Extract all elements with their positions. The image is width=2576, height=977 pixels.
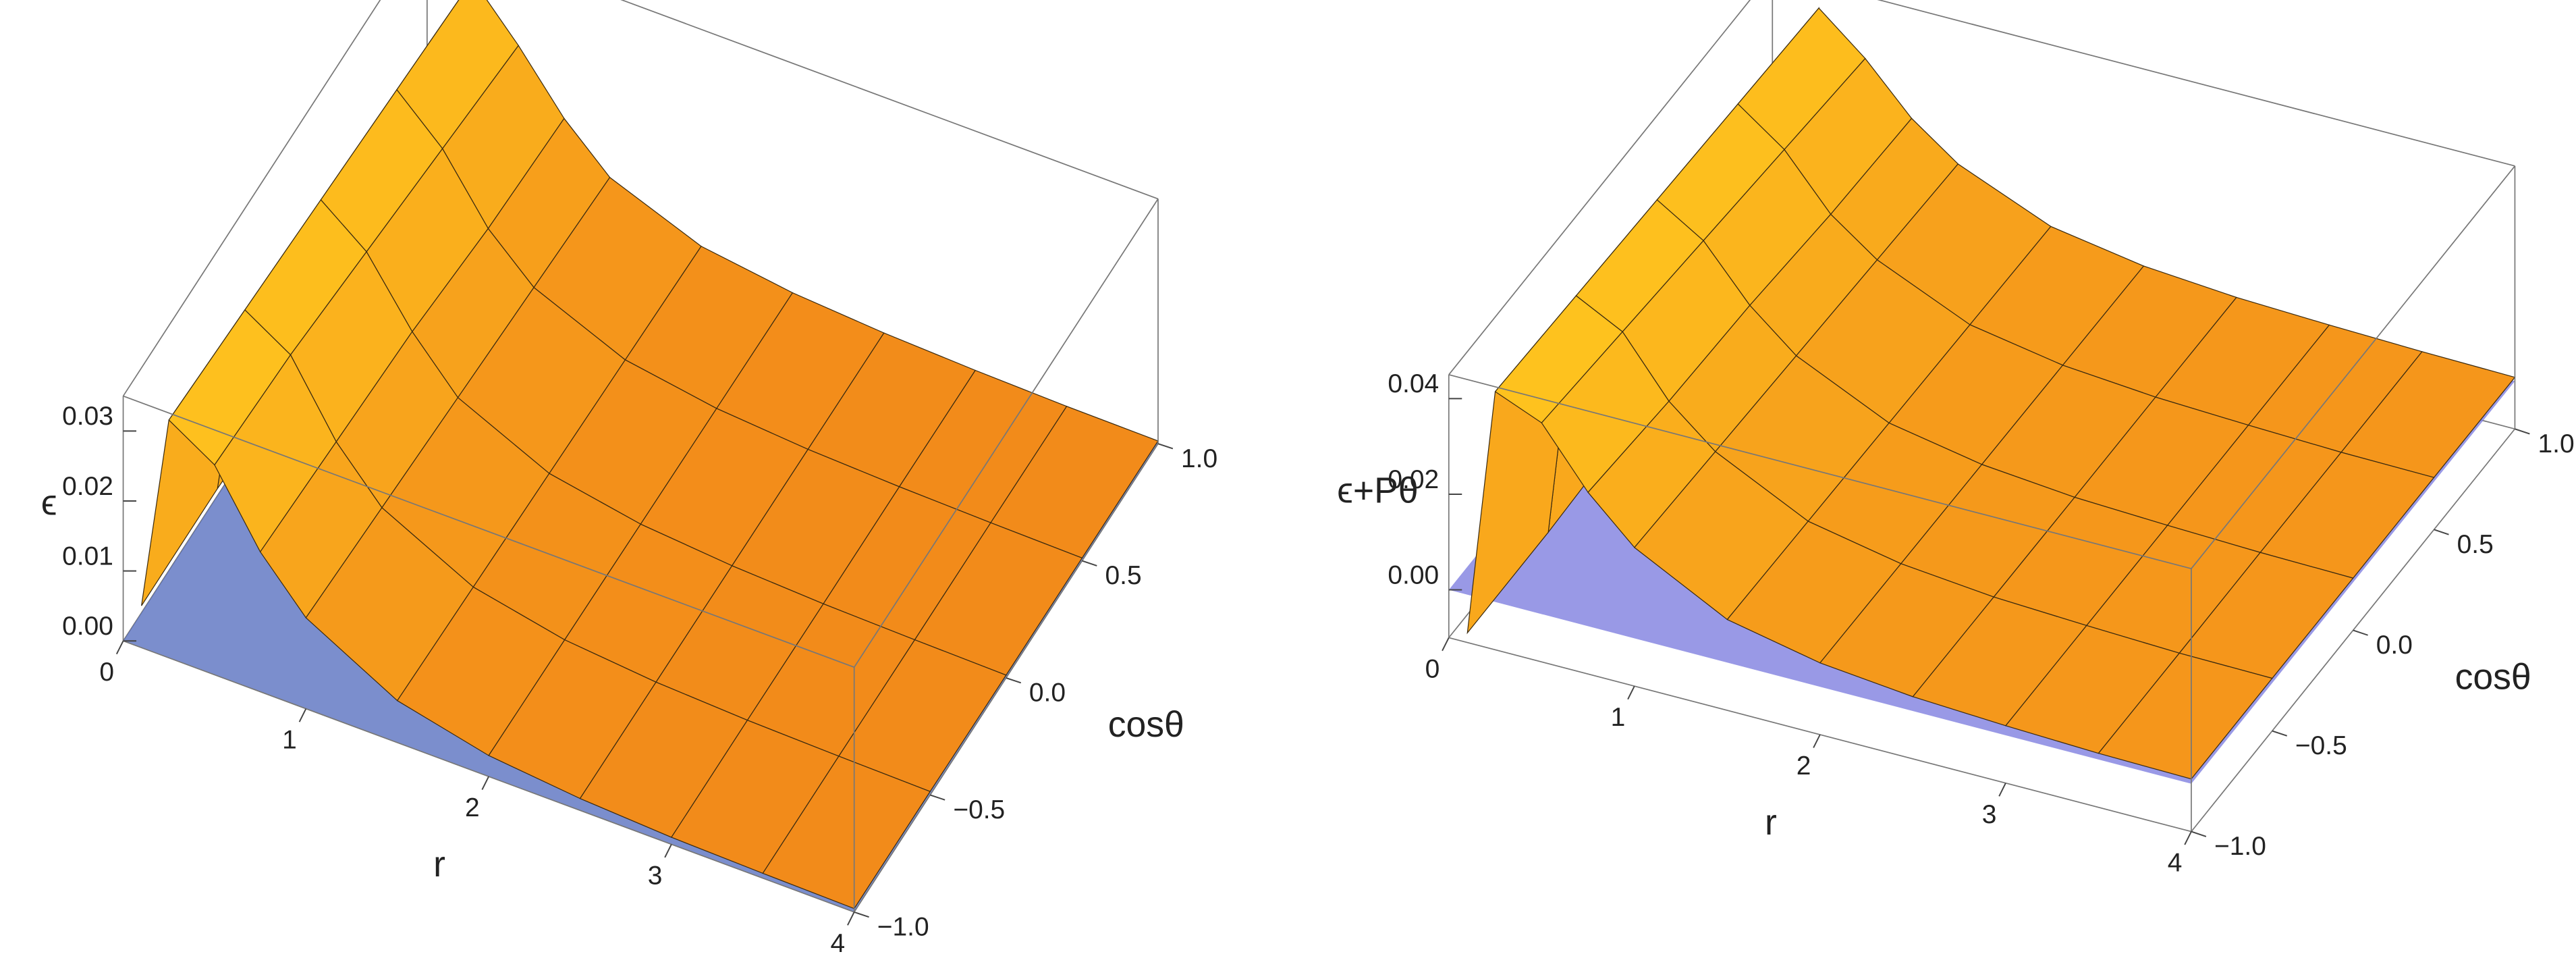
x-axis-title: r — [433, 845, 445, 884]
z-tick-label: 0.00 — [62, 612, 113, 641]
y-tick — [2272, 730, 2288, 737]
y-tick-label: −1.0 — [2214, 832, 2266, 861]
y-tick-label: 0.5 — [2457, 530, 2494, 559]
y-tick — [854, 911, 869, 918]
y-tick — [2434, 529, 2449, 535]
x-axis-title: r — [1765, 803, 1777, 843]
box-edge — [123, 395, 854, 668]
x-tick — [1627, 685, 1635, 700]
y-tick-label: 0.0 — [2376, 631, 2413, 660]
x-tick-label: 3 — [1982, 800, 1997, 829]
z-axis-title: ϵ — [41, 483, 57, 523]
x-tick-label: 3 — [648, 861, 663, 890]
box-edge — [620, 0, 1159, 200]
panels: 01234−1.0−0.50.00.51.00.000.010.020.03ϵr… — [41, 0, 2575, 958]
z-tick-label: 0.01 — [62, 542, 113, 571]
y-axis-title: cosθ — [2455, 658, 2531, 697]
x-tick — [847, 912, 855, 926]
y-tick — [1157, 443, 1174, 450]
x-tick — [481, 776, 489, 790]
z-tick-label: 0.02 — [62, 472, 113, 501]
y-axis-title: cosθ — [1108, 705, 1184, 745]
box-edge — [122, 0, 381, 397]
y-tick-label: −0.5 — [953, 795, 1005, 824]
y-tick — [2515, 428, 2530, 435]
x-tick-label: 4 — [2168, 849, 2183, 878]
x-tick — [1998, 783, 2006, 797]
x-tick-label: 2 — [1797, 751, 1811, 781]
y-tick — [1006, 677, 1022, 684]
z-tick-label: 0.02 — [1388, 465, 1439, 494]
x-tick — [2184, 831, 2192, 845]
x-tick-label: 0 — [1425, 654, 1440, 683]
surface-panel: 0 1 2 3 4 −1.0 −0.5 0.0 0.5 1.0 0.00 0.02 0.04 ϵ+Pθ r c… — [1337, 0, 2575, 878]
y-tick — [2353, 629, 2368, 636]
box-edge — [853, 199, 1159, 668]
y-tick — [1082, 560, 1097, 566]
y-tick — [2191, 830, 2207, 837]
surface-panel: 0 1 2 3 4 −1.0 −0.5 0.0 0.5 1.0 0.00 0.01 0.02 0.03 ϵ r… — [41, 0, 1217, 958]
y-tick-label: 1.0 — [2538, 429, 2575, 458]
x-tick — [1813, 734, 1821, 748]
box-edge — [1877, 0, 2515, 167]
z-axis-title: ϵ+Pθ — [1337, 471, 1418, 510]
x-tick-label: 1 — [1611, 703, 1626, 732]
y-tick-label: −1.0 — [877, 912, 929, 941]
y-tick-label: 0.5 — [1105, 561, 1141, 590]
x-tick — [1442, 637, 1450, 652]
z-tick-label: 0.04 — [1388, 369, 1439, 398]
x-tick — [664, 844, 672, 858]
surface-patch — [2098, 652, 2273, 780]
y-tick-label: −0.5 — [2295, 731, 2347, 760]
box-edge — [1448, 374, 2192, 569]
box-edge — [2191, 165, 2516, 569]
z-tick-label: 0.03 — [62, 402, 113, 431]
box-edge — [1448, 0, 1751, 375]
surface-patch — [762, 756, 931, 909]
x-tick — [115, 640, 124, 655]
y-tick — [929, 794, 946, 801]
x-tick — [298, 708, 307, 722]
x-tick-label: 2 — [465, 793, 480, 822]
y-tick-label: 0.0 — [1029, 679, 1066, 708]
x-tick-label: 4 — [831, 929, 846, 958]
z-tick-label: 0.00 — [1388, 560, 1439, 589]
x-tick-label: 1 — [282, 726, 297, 755]
x-tick-label: 0 — [99, 658, 114, 687]
y-tick-label: 1.0 — [1181, 444, 1217, 473]
